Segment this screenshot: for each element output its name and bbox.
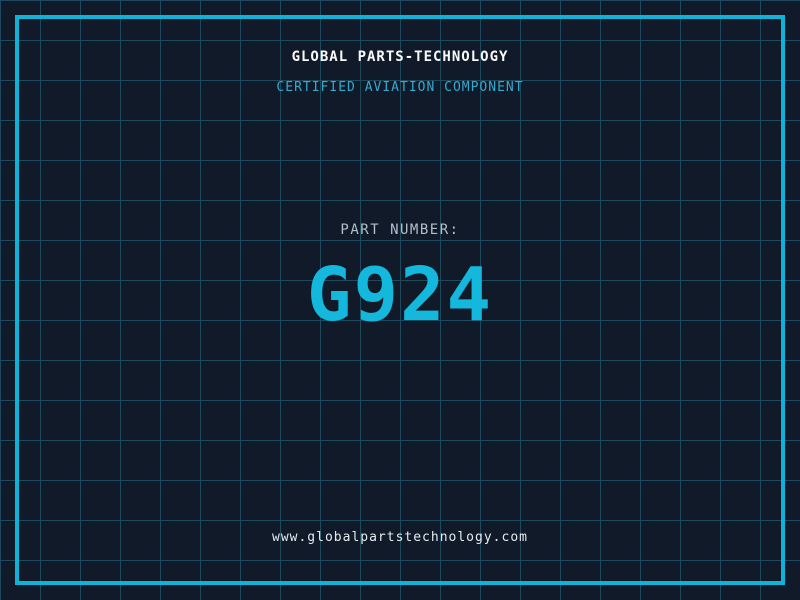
company-name: GLOBAL PARTS-TECHNOLOGY (291, 49, 509, 65)
part-number-label: PART NUMBER: (340, 222, 460, 238)
certification-tagline: CERTIFIED AVIATION COMPONENT (276, 80, 524, 95)
part-number-value: G924 (306, 252, 494, 338)
website-url: www.globalpartstechnology.com (272, 530, 528, 545)
